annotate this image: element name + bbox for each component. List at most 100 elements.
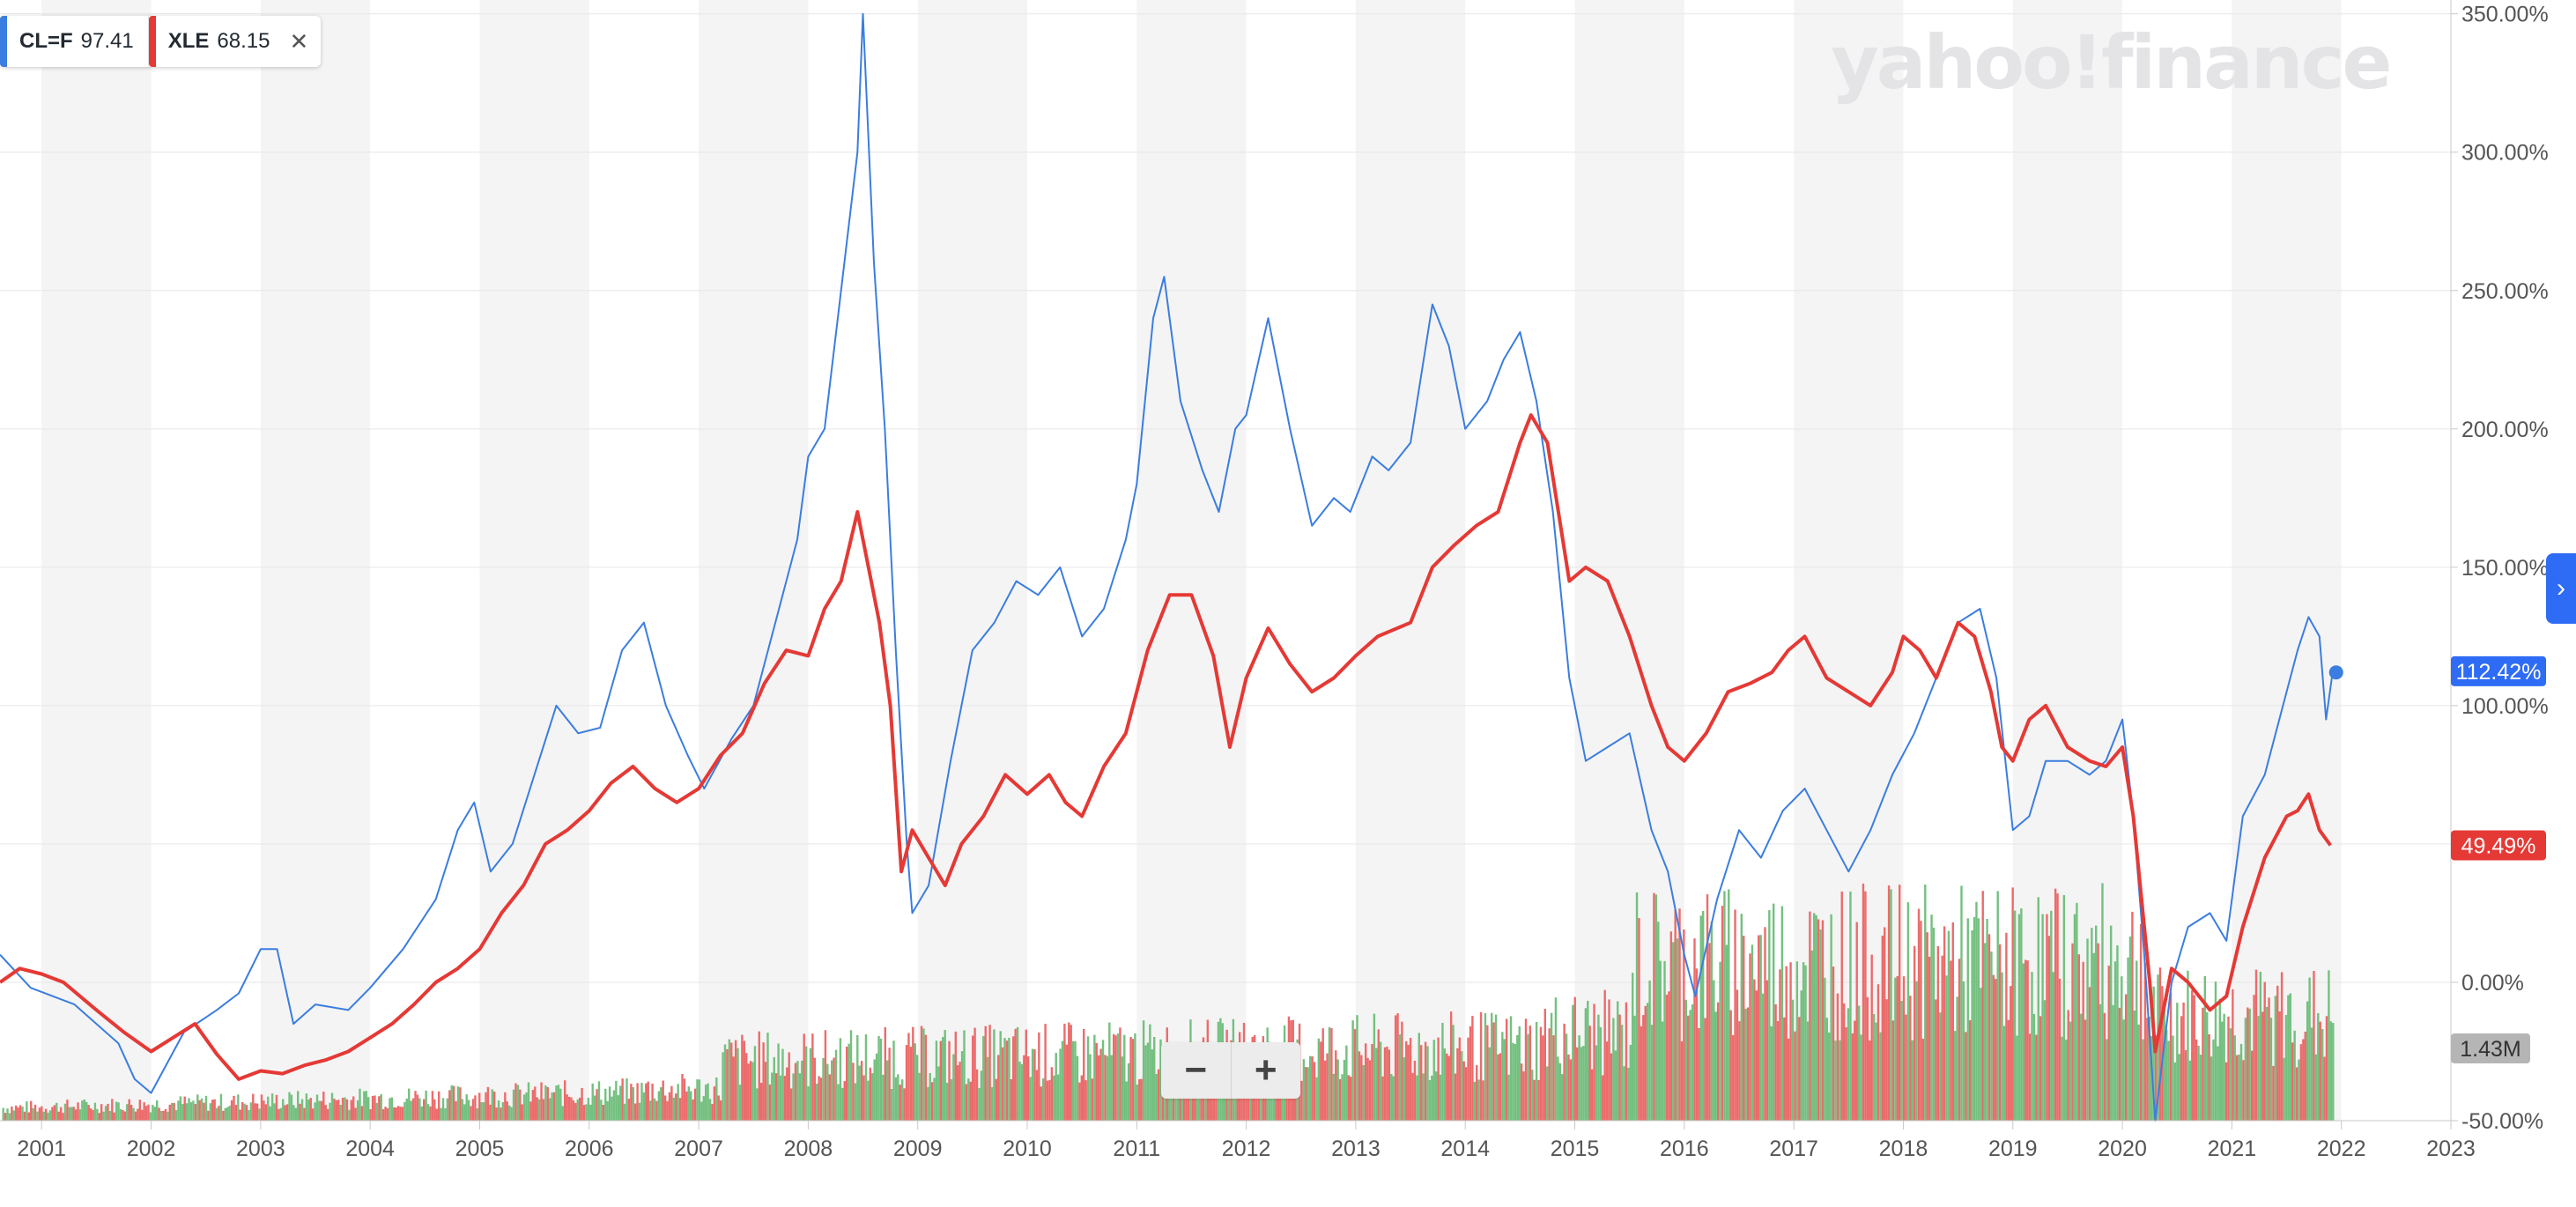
zoom-out-button[interactable]: −: [1184, 1048, 1208, 1092]
volume-bar: [2227, 1016, 2230, 1121]
volume-bar: [2142, 1039, 2144, 1121]
volume-bar: [1758, 935, 1760, 1121]
year-bands: [41, 0, 2342, 1121]
volume-bar: [1932, 927, 1936, 1121]
volume-bar: [1759, 935, 1762, 1121]
volume-bar: [1971, 929, 1973, 1121]
volume-bar: [2188, 1060, 2192, 1121]
volume-bar: [1669, 931, 1673, 1121]
volume-bar: [1437, 1037, 1440, 1121]
volume-bar: [585, 1104, 588, 1121]
volume-bar: [2187, 970, 2189, 1121]
legend-item-xle[interactable]: XLE 68.15 ✕: [147, 16, 322, 67]
volume-bar: [226, 1107, 229, 1121]
volume-bar: [1791, 999, 1795, 1121]
volume-bar: [760, 1083, 763, 1121]
volume-bar: [2128, 936, 2132, 1121]
volume-bar: [1780, 906, 1784, 1121]
y-tick-label: 100.00%: [2461, 694, 2549, 719]
volume-bar: [1552, 1035, 1555, 1121]
close-icon[interactable]: ✕: [289, 27, 309, 55]
volume-bar: [779, 1075, 782, 1121]
volume-bar: [168, 1104, 171, 1121]
volume-bar: [715, 1077, 718, 1121]
volume-bar: [1001, 1047, 1004, 1121]
volume-bar: [988, 1025, 991, 1121]
volume-bar: [1687, 1015, 1690, 1121]
volume-bar: [279, 1107, 283, 1121]
volume-bar: [51, 1107, 54, 1121]
x-tick-label: 2015: [1551, 1137, 1600, 1161]
volume-bar: [1524, 1018, 1528, 1121]
volume-bar: [1698, 1028, 1700, 1121]
volume-bar: [98, 1113, 100, 1121]
volume-label-box: [2451, 1033, 2530, 1063]
volume-bar: [303, 1107, 306, 1121]
volume-bar: [159, 1110, 163, 1121]
volume-bar: [1749, 953, 1751, 1121]
volume-bar: [611, 1096, 613, 1121]
volume-bar: [1980, 988, 1982, 1121]
volume-bar: [567, 1096, 571, 1121]
volume-bar: [1431, 1075, 1433, 1121]
volume-bar: [1317, 1038, 1321, 1121]
volume-bar: [1839, 1040, 1841, 1121]
volume-bar: [1138, 1078, 1141, 1121]
volume-bar: [980, 1070, 983, 1121]
volume-bar: [83, 1099, 85, 1121]
volume-bar: [1501, 1032, 1504, 1121]
volume-bar: [959, 1062, 961, 1121]
volume-bar: [1371, 1044, 1373, 1121]
volume-bar: [1146, 1042, 1150, 1121]
volume-bar: [1830, 914, 1832, 1121]
volume-bar: [1048, 1079, 1051, 1121]
volume-bar: [1053, 1075, 1055, 1121]
volume-bar: [768, 1084, 772, 1121]
volume-bar: [1336, 1059, 1339, 1121]
volume-bar: [1725, 944, 1728, 1121]
volume-bar: [839, 1038, 842, 1121]
y-tick-label: 0.00%: [2461, 971, 2524, 996]
volume-bar: [606, 1100, 609, 1121]
volume-bar: [707, 1083, 709, 1121]
volume-bar: [1691, 1004, 1694, 1121]
volume-bar: [1224, 1084, 1226, 1121]
legend-item-clf[interactable]: CL=F 97.41: [0, 16, 148, 67]
volume-bar: [922, 1028, 925, 1121]
volume-bar: [433, 1099, 436, 1121]
zoom-in-button[interactable]: +: [1230, 1042, 1301, 1099]
volume-bar: [2269, 1018, 2273, 1121]
volume-bar: [1966, 918, 1969, 1121]
x-tick-label: 2007: [674, 1137, 723, 1161]
volume-bar: [1187, 1084, 1190, 1121]
volume-bar: [2217, 1046, 2219, 1121]
volume-bar: [2169, 992, 2173, 1121]
volume-bar: [2054, 888, 2057, 1121]
volume-bar: [1439, 1074, 1442, 1121]
volume-bar: [2278, 1011, 2281, 1121]
volume-bar: [1041, 1077, 1045, 1121]
volume-bar: [366, 1097, 370, 1121]
volume-bar: [600, 1100, 603, 1121]
volume-bar: [1086, 1036, 1090, 1121]
volume-bar: [1954, 1031, 1957, 1121]
volume-bar: [1507, 1074, 1510, 1121]
volume-bar: [1127, 1063, 1130, 1121]
volume-bar: [189, 1102, 193, 1121]
volume-bar: [1330, 1027, 1333, 1121]
volume-bar: [830, 1060, 833, 1121]
volume-bar: [408, 1088, 411, 1121]
volume-bar: [147, 1104, 150, 1121]
volume-bar: [393, 1107, 396, 1121]
volume-bar: [1108, 1022, 1111, 1121]
expand-panel-button[interactable]: ›: [2546, 553, 2576, 624]
volume-bar: [642, 1092, 646, 1121]
volume-bar: [1567, 1054, 1570, 1121]
volume-bar: [1597, 1014, 1600, 1121]
volume-bar: [222, 1110, 225, 1121]
year-band: [479, 0, 589, 1121]
volume-bar: [848, 1043, 850, 1121]
volume-bar: [441, 1098, 445, 1121]
volume-bar: [737, 1048, 739, 1121]
